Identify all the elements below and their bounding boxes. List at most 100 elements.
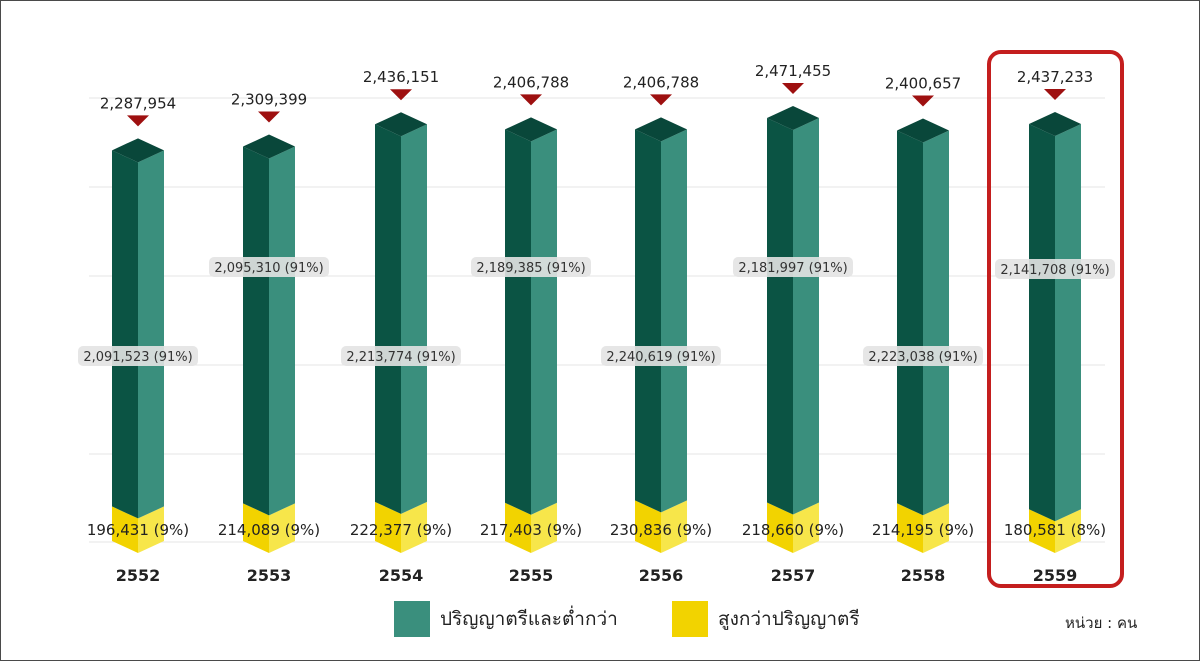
- data-label-bachelor-and-below: 2,189,385 (91%): [476, 261, 585, 276]
- bar-segment-above-bachelor: [375, 501, 401, 553]
- data-label-above-bachelor: 222,377 (9%): [350, 521, 452, 539]
- data-label-above-bachelor: 214,089 (9%): [218, 521, 320, 539]
- bar-segment-above-bachelor: [767, 502, 793, 553]
- data-label-background: [995, 259, 1115, 279]
- bar-top-cap: [243, 134, 295, 159]
- data-labels: 2,287,954 2,091,523 (91%) 196,431 (9%) 2552…: [78, 62, 1115, 585]
- data-label-bachelor-and-below: 2,141,708 (91%): [1000, 263, 1109, 278]
- total-marker: [650, 94, 672, 106]
- bar-segment-bachelor-and-below-side: [661, 129, 687, 513]
- bar-segment-above-bachelor: [1029, 509, 1055, 553]
- bar-segment-above-bachelor-side: [531, 502, 557, 553]
- bar-segment-above-bachelor: [635, 500, 661, 553]
- data-label-bachelor-and-below: 2,091,523 (91%): [83, 350, 192, 365]
- legend-item-bachelor-and-below: ปริญญาตรีและต่ำกว่า: [394, 601, 618, 637]
- bar-segment-bachelor-and-below: [635, 129, 661, 513]
- total-marker: [520, 94, 542, 106]
- bar-top-cap: [375, 112, 427, 137]
- bar-segment-bachelor-and-below: [897, 130, 923, 516]
- x-tick-label: 2554: [379, 566, 424, 585]
- data-label-above-bachelor: 217,403 (9%): [480, 521, 582, 539]
- total-label: 2,287,954: [100, 94, 176, 112]
- total-marker: [1044, 89, 1066, 101]
- highlight-box-2559: [987, 50, 1124, 588]
- x-tick-label: 2553: [247, 566, 292, 585]
- bar-segment-bachelor-and-below: [505, 129, 531, 515]
- bar-segment-bachelor-and-below-side: [138, 150, 164, 519]
- data-label-background: [863, 346, 983, 366]
- data-label-bachelor-and-below: 2,095,310 (91%): [214, 261, 323, 276]
- data-label-bachelor-and-below: 2,213,774 (91%): [346, 350, 455, 365]
- total-marker: [912, 95, 934, 107]
- bar-segment-above-bachelor-side: [138, 506, 164, 553]
- total-label: 2,309,399: [231, 91, 307, 109]
- bar-top-cap: [505, 117, 557, 142]
- bar-top-cap: [1029, 112, 1081, 137]
- bar-top-cap: [767, 106, 819, 131]
- legend-label: สูงกว่าปริญญาตรี: [718, 608, 860, 630]
- total-label: 2,406,788: [493, 73, 569, 91]
- unit-label: หน่วย : คน: [1065, 614, 1138, 632]
- total-label: 2,436,151: [363, 68, 439, 86]
- bar-segment-above-bachelor: [243, 503, 269, 553]
- bar-segment-bachelor-and-below: [1029, 124, 1055, 522]
- bar-segment-bachelor-and-below: [767, 118, 793, 515]
- bar-segment-bachelor-and-below-side: [401, 124, 427, 514]
- bar-segment-above-bachelor: [505, 502, 531, 553]
- bar-segment-bachelor-and-below-side: [923, 130, 949, 516]
- bar-top-cap: [635, 117, 687, 142]
- bar-segment-bachelor-and-below: [375, 124, 401, 514]
- bar-segment-above-bachelor-side: [1055, 509, 1081, 553]
- bar-segment-above-bachelor-side: [923, 503, 949, 553]
- legend-swatch-yellow: [672, 601, 708, 637]
- bars: [112, 106, 1081, 553]
- total-marker: [782, 83, 804, 95]
- data-label-above-bachelor: 196,431 (9%): [87, 521, 189, 539]
- x-tick-label: 2552: [116, 566, 161, 585]
- data-label-above-bachelor: 218,660 (9%): [742, 521, 844, 539]
- bar-segment-bachelor-and-below-side: [531, 129, 557, 515]
- bar-segment-above-bachelor-side: [401, 501, 427, 553]
- data-label-background: [78, 346, 198, 366]
- total-marker: [390, 89, 412, 101]
- data-label-bachelor-and-below: 2,240,619 (91%): [606, 350, 715, 365]
- x-tick-label: 2557: [771, 566, 816, 585]
- bar-segment-bachelor-and-below-side: [269, 146, 295, 516]
- bar-segment-bachelor-and-below: [243, 146, 269, 516]
- bar-segment-above-bachelor: [897, 503, 923, 553]
- total-marker: [258, 111, 280, 123]
- highlight-box: [987, 50, 1124, 588]
- data-label-background: [601, 346, 721, 366]
- legend-label: ปริญญาตรีและต่ำกว่า: [440, 608, 618, 630]
- data-label-above-bachelor: 180,581 (8%): [1004, 521, 1106, 539]
- bar-segment-above-bachelor-side: [269, 503, 295, 553]
- total-label: 2,437,233: [1017, 68, 1093, 86]
- bar-segment-above-bachelor-side: [793, 502, 819, 553]
- bar-top-cap: [112, 138, 164, 163]
- x-tick-label: 2556: [639, 566, 684, 585]
- data-label-background: [209, 257, 329, 277]
- total-marker: [127, 115, 149, 127]
- data-label-above-bachelor: 214,195 (9%): [872, 521, 974, 539]
- legend-item-above-bachelor: สูงกว่าปริญญาตรี: [672, 601, 860, 637]
- x-tick-label: 2559: [1033, 566, 1078, 585]
- total-label: 2,400,657: [885, 74, 961, 92]
- bar-segment-bachelor-and-below-side: [1055, 124, 1081, 522]
- bar-segment-above-bachelor: [112, 506, 138, 553]
- bar-segment-above-bachelor-side: [661, 500, 687, 553]
- data-label-background: [341, 346, 461, 366]
- total-label: 2,406,788: [623, 73, 699, 91]
- total-label: 2,471,455: [755, 62, 831, 80]
- bar-top-cap: [897, 118, 949, 143]
- x-tick-label: 2555: [509, 566, 554, 585]
- bar-segment-bachelor-and-below-side: [793, 118, 819, 515]
- data-label-above-bachelor: 230,836 (9%): [610, 521, 712, 539]
- data-label-bachelor-and-below: 2,223,038 (91%): [868, 350, 977, 365]
- data-label-background: [733, 257, 853, 277]
- bar-segment-bachelor-and-below: [112, 150, 138, 519]
- legend-swatch-green: [394, 601, 430, 637]
- gridlines: [89, 97, 1105, 543]
- data-label-background: [471, 257, 591, 277]
